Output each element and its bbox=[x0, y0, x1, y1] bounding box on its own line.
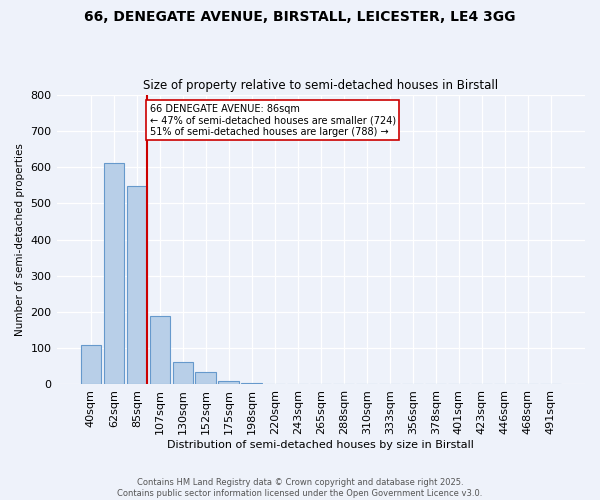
X-axis label: Distribution of semi-detached houses by size in Birstall: Distribution of semi-detached houses by … bbox=[167, 440, 474, 450]
Text: 66, DENEGATE AVENUE, BIRSTALL, LEICESTER, LE4 3GG: 66, DENEGATE AVENUE, BIRSTALL, LEICESTER… bbox=[84, 10, 516, 24]
Text: 66 DENEGATE AVENUE: 86sqm
← 47% of semi-detached houses are smaller (724)
51% of: 66 DENEGATE AVENUE: 86sqm ← 47% of semi-… bbox=[149, 104, 395, 137]
Title: Size of property relative to semi-detached houses in Birstall: Size of property relative to semi-detach… bbox=[143, 79, 499, 92]
Bar bbox=[173, 362, 193, 384]
Bar bbox=[149, 316, 170, 384]
Bar bbox=[196, 372, 216, 384]
Bar bbox=[127, 186, 147, 384]
Bar bbox=[80, 344, 101, 385]
Bar bbox=[241, 382, 262, 384]
Text: Contains HM Land Registry data © Crown copyright and database right 2025.
Contai: Contains HM Land Registry data © Crown c… bbox=[118, 478, 482, 498]
Bar bbox=[218, 381, 239, 384]
Y-axis label: Number of semi-detached properties: Number of semi-detached properties bbox=[15, 143, 25, 336]
Bar bbox=[104, 162, 124, 384]
